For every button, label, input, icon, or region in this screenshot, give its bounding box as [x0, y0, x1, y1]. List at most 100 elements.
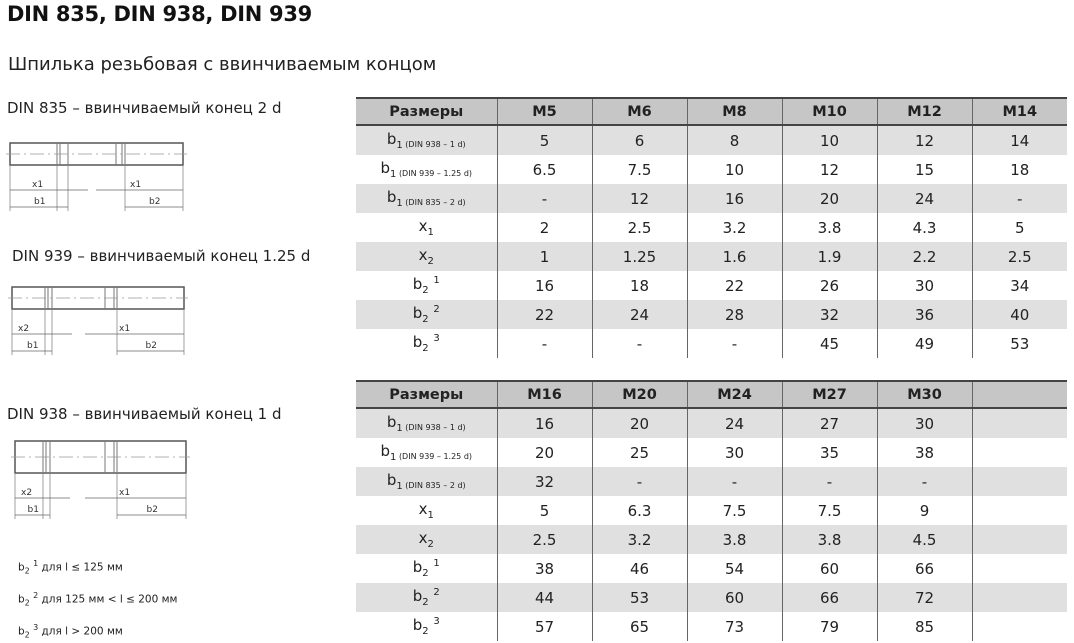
- table-cell: 1.6: [686, 242, 782, 271]
- table-cell: 85: [876, 612, 972, 641]
- table-row: b1 (DIN 835 – 2 d) -12 16 20 24-: [356, 184, 1067, 213]
- row-label: b1 (DIN 938 – 1 d): [356, 125, 497, 155]
- table-cell: 30: [876, 271, 972, 300]
- table-row: b1 (DIN 835 – 2 d) 32- - - -: [356, 467, 1067, 496]
- table-cell: 16: [496, 271, 592, 300]
- table-cell: 38: [876, 438, 972, 467]
- table-cell: 16: [686, 184, 782, 213]
- table-cell: 16: [496, 408, 592, 438]
- table-cell: 20: [591, 408, 687, 438]
- table-cell: 49: [876, 329, 972, 358]
- table-cell: 12: [781, 155, 877, 184]
- table-header-row: Размеры M16 M20 M24 M27 M30: [356, 380, 1067, 409]
- table-cell: 1.9: [781, 242, 877, 271]
- caption-din-939: DIN 939 – ввинчиваемый конец 1.25 d: [12, 247, 311, 265]
- table-cell: 12: [876, 125, 972, 155]
- row-label: b1 (DIN 939 – 1.25 d): [380, 159, 473, 180]
- table-cell: 79: [781, 612, 877, 641]
- table-cell: 2.2: [876, 242, 972, 271]
- table-cell: 2.5: [591, 213, 687, 242]
- row-label: b2 1: [412, 275, 440, 296]
- table-cell: [971, 612, 1067, 641]
- table-cell: -: [591, 329, 687, 358]
- table-row: x2 2.5 3.2 3.8 3.8 4.5: [356, 525, 1067, 554]
- table-cell: -: [496, 184, 592, 213]
- table-cell: 6.5: [496, 155, 592, 184]
- table-row: x2 1 1.25 1.6 1.9 2.2 2.5: [356, 242, 1067, 271]
- footnote-b2-1: b2 1 для l ≤ 125 мм: [18, 559, 123, 576]
- row-label: b2 3: [412, 616, 440, 637]
- table-row: b2 2 44 53 60 66 72: [356, 583, 1067, 612]
- row-label: b1 (DIN 939 – 1.25 d): [380, 442, 473, 463]
- table-cell: 2.5: [496, 525, 592, 554]
- table-cell: 73: [686, 612, 782, 641]
- table-cell: 7.5: [781, 496, 877, 525]
- table-cell: 3.8: [781, 213, 877, 242]
- dimension-label-right-x: x1: [119, 324, 130, 334]
- column-header: M10: [781, 97, 877, 126]
- column-header: M24: [686, 380, 782, 409]
- column-header: M5: [496, 97, 592, 126]
- caption-din-835: DIN 835 – ввинчиваемый конец 2 d: [7, 99, 282, 117]
- table-row: b2 3- - -45 49 53: [356, 329, 1067, 358]
- column-header: M20: [591, 380, 687, 409]
- table-cell: 72: [876, 583, 972, 612]
- table-cell: -: [686, 329, 782, 358]
- table-cell: [971, 583, 1067, 612]
- table-cell: 5: [971, 213, 1067, 242]
- table-cell: -: [781, 467, 877, 496]
- column-header: M8: [686, 97, 782, 126]
- page-title: DIN 835, DIN 938, DIN 939: [7, 2, 312, 26]
- table-cell: 2: [496, 213, 592, 242]
- column-header: M6: [591, 97, 687, 126]
- table-cell: 60: [686, 583, 782, 612]
- dimension-label-right-b: b2: [147, 505, 158, 515]
- table-cell: 4.5: [876, 525, 972, 554]
- table-cell: 25: [591, 438, 687, 467]
- dimension-label-left-x: x2: [21, 488, 32, 498]
- table-cell: 1: [496, 242, 592, 271]
- table-cell: 6: [591, 125, 687, 155]
- dimension-label-left-x: x2: [18, 324, 29, 334]
- table-cell: 6.3: [591, 496, 687, 525]
- table-cell: 5: [496, 125, 592, 155]
- table-cell: 7.5: [686, 496, 782, 525]
- table-cell: 60: [781, 554, 877, 583]
- column-header: M27: [781, 380, 877, 409]
- table-cell: 34: [971, 271, 1067, 300]
- row-label: b1 (DIN 835 – 2 d): [356, 467, 497, 496]
- table-cell: 10: [686, 155, 782, 184]
- table-cell: 30: [876, 408, 972, 438]
- dimension-label-left-b: b1: [27, 341, 38, 351]
- table-cell: 24: [591, 300, 687, 329]
- table-cell: -: [971, 184, 1067, 213]
- table-cell: [971, 525, 1067, 554]
- table-cell: 24: [686, 408, 782, 438]
- row-label: b2 3: [412, 333, 440, 354]
- table-cell: 32: [496, 467, 592, 496]
- table-cell: 1.25: [591, 242, 687, 271]
- dimension-label-right-x: x1: [119, 488, 130, 498]
- table-cell: 53: [591, 583, 687, 612]
- table-row: b2 3 57 65 73 79 85: [356, 612, 1067, 641]
- table-cell: 5: [496, 496, 592, 525]
- table-cell: [971, 438, 1067, 467]
- table-cell: [971, 408, 1067, 438]
- row-label: x2: [356, 525, 497, 554]
- table-cell: 3.8: [686, 525, 782, 554]
- table-cell: [971, 554, 1067, 583]
- dimension-label-right-b: b2: [146, 341, 157, 351]
- column-header: M12: [876, 97, 972, 126]
- row-label: b1 (DIN 938 – 1 d): [356, 408, 497, 438]
- dimension-label-left-x: x1: [32, 180, 43, 190]
- row-label: b2 1: [412, 558, 440, 579]
- table-cell: 40: [971, 300, 1067, 329]
- table-cell: -: [876, 467, 972, 496]
- table-cell: 66: [876, 554, 972, 583]
- table-cell: -: [496, 329, 592, 358]
- column-header: M14: [971, 97, 1067, 126]
- row-label: b2 2: [356, 583, 497, 612]
- table-cell: 27: [781, 408, 877, 438]
- table-cell: 18: [591, 271, 687, 300]
- row-label: b1 (DIN 835 – 2 d): [356, 184, 497, 213]
